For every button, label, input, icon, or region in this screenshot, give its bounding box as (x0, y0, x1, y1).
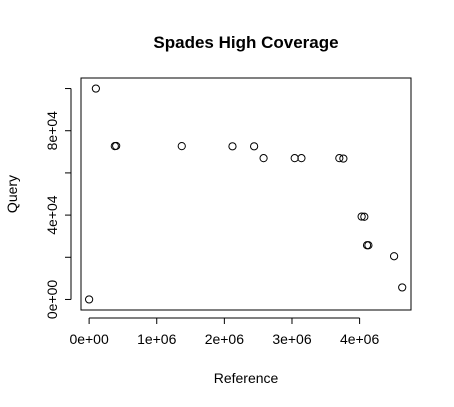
y-axis: 0e+00 4e+04 8e+04 (44, 88, 72, 320)
data-point (339, 154, 348, 163)
y-axis-label: Query (4, 175, 20, 213)
data-point (228, 142, 237, 151)
data-point (389, 252, 399, 261)
y-tick-label: 0e+00 (44, 280, 60, 320)
data-point (91, 84, 100, 93)
x-tick-label: 4e+06 (340, 331, 380, 347)
x-axis: 0e+00 1e+06 2e+06 3e+06 4e+06 (69, 317, 380, 347)
data-points (85, 84, 407, 304)
data-point (360, 212, 369, 221)
data-point (177, 142, 186, 151)
y-tick-label: 4e+04 (44, 195, 60, 235)
data-point (290, 154, 299, 163)
data-point (297, 154, 306, 163)
plot-box (80, 77, 412, 311)
chart-title: Spades High Coverage (153, 33, 338, 52)
x-axis-label: Reference (214, 370, 279, 386)
data-point (85, 295, 94, 304)
x-tick-label: 1e+06 (137, 331, 177, 347)
x-tick-label: 3e+06 (272, 331, 312, 347)
y-tick-label: 8e+04 (44, 111, 60, 151)
x-tick-label: 0e+00 (69, 331, 109, 347)
data-point (250, 142, 259, 151)
data-point (364, 241, 373, 250)
x-tick-label: 2e+06 (205, 331, 245, 347)
data-point (357, 212, 366, 221)
data-point (398, 283, 407, 292)
data-point (259, 154, 268, 163)
data-point (335, 154, 344, 163)
data-point (112, 141, 121, 151)
